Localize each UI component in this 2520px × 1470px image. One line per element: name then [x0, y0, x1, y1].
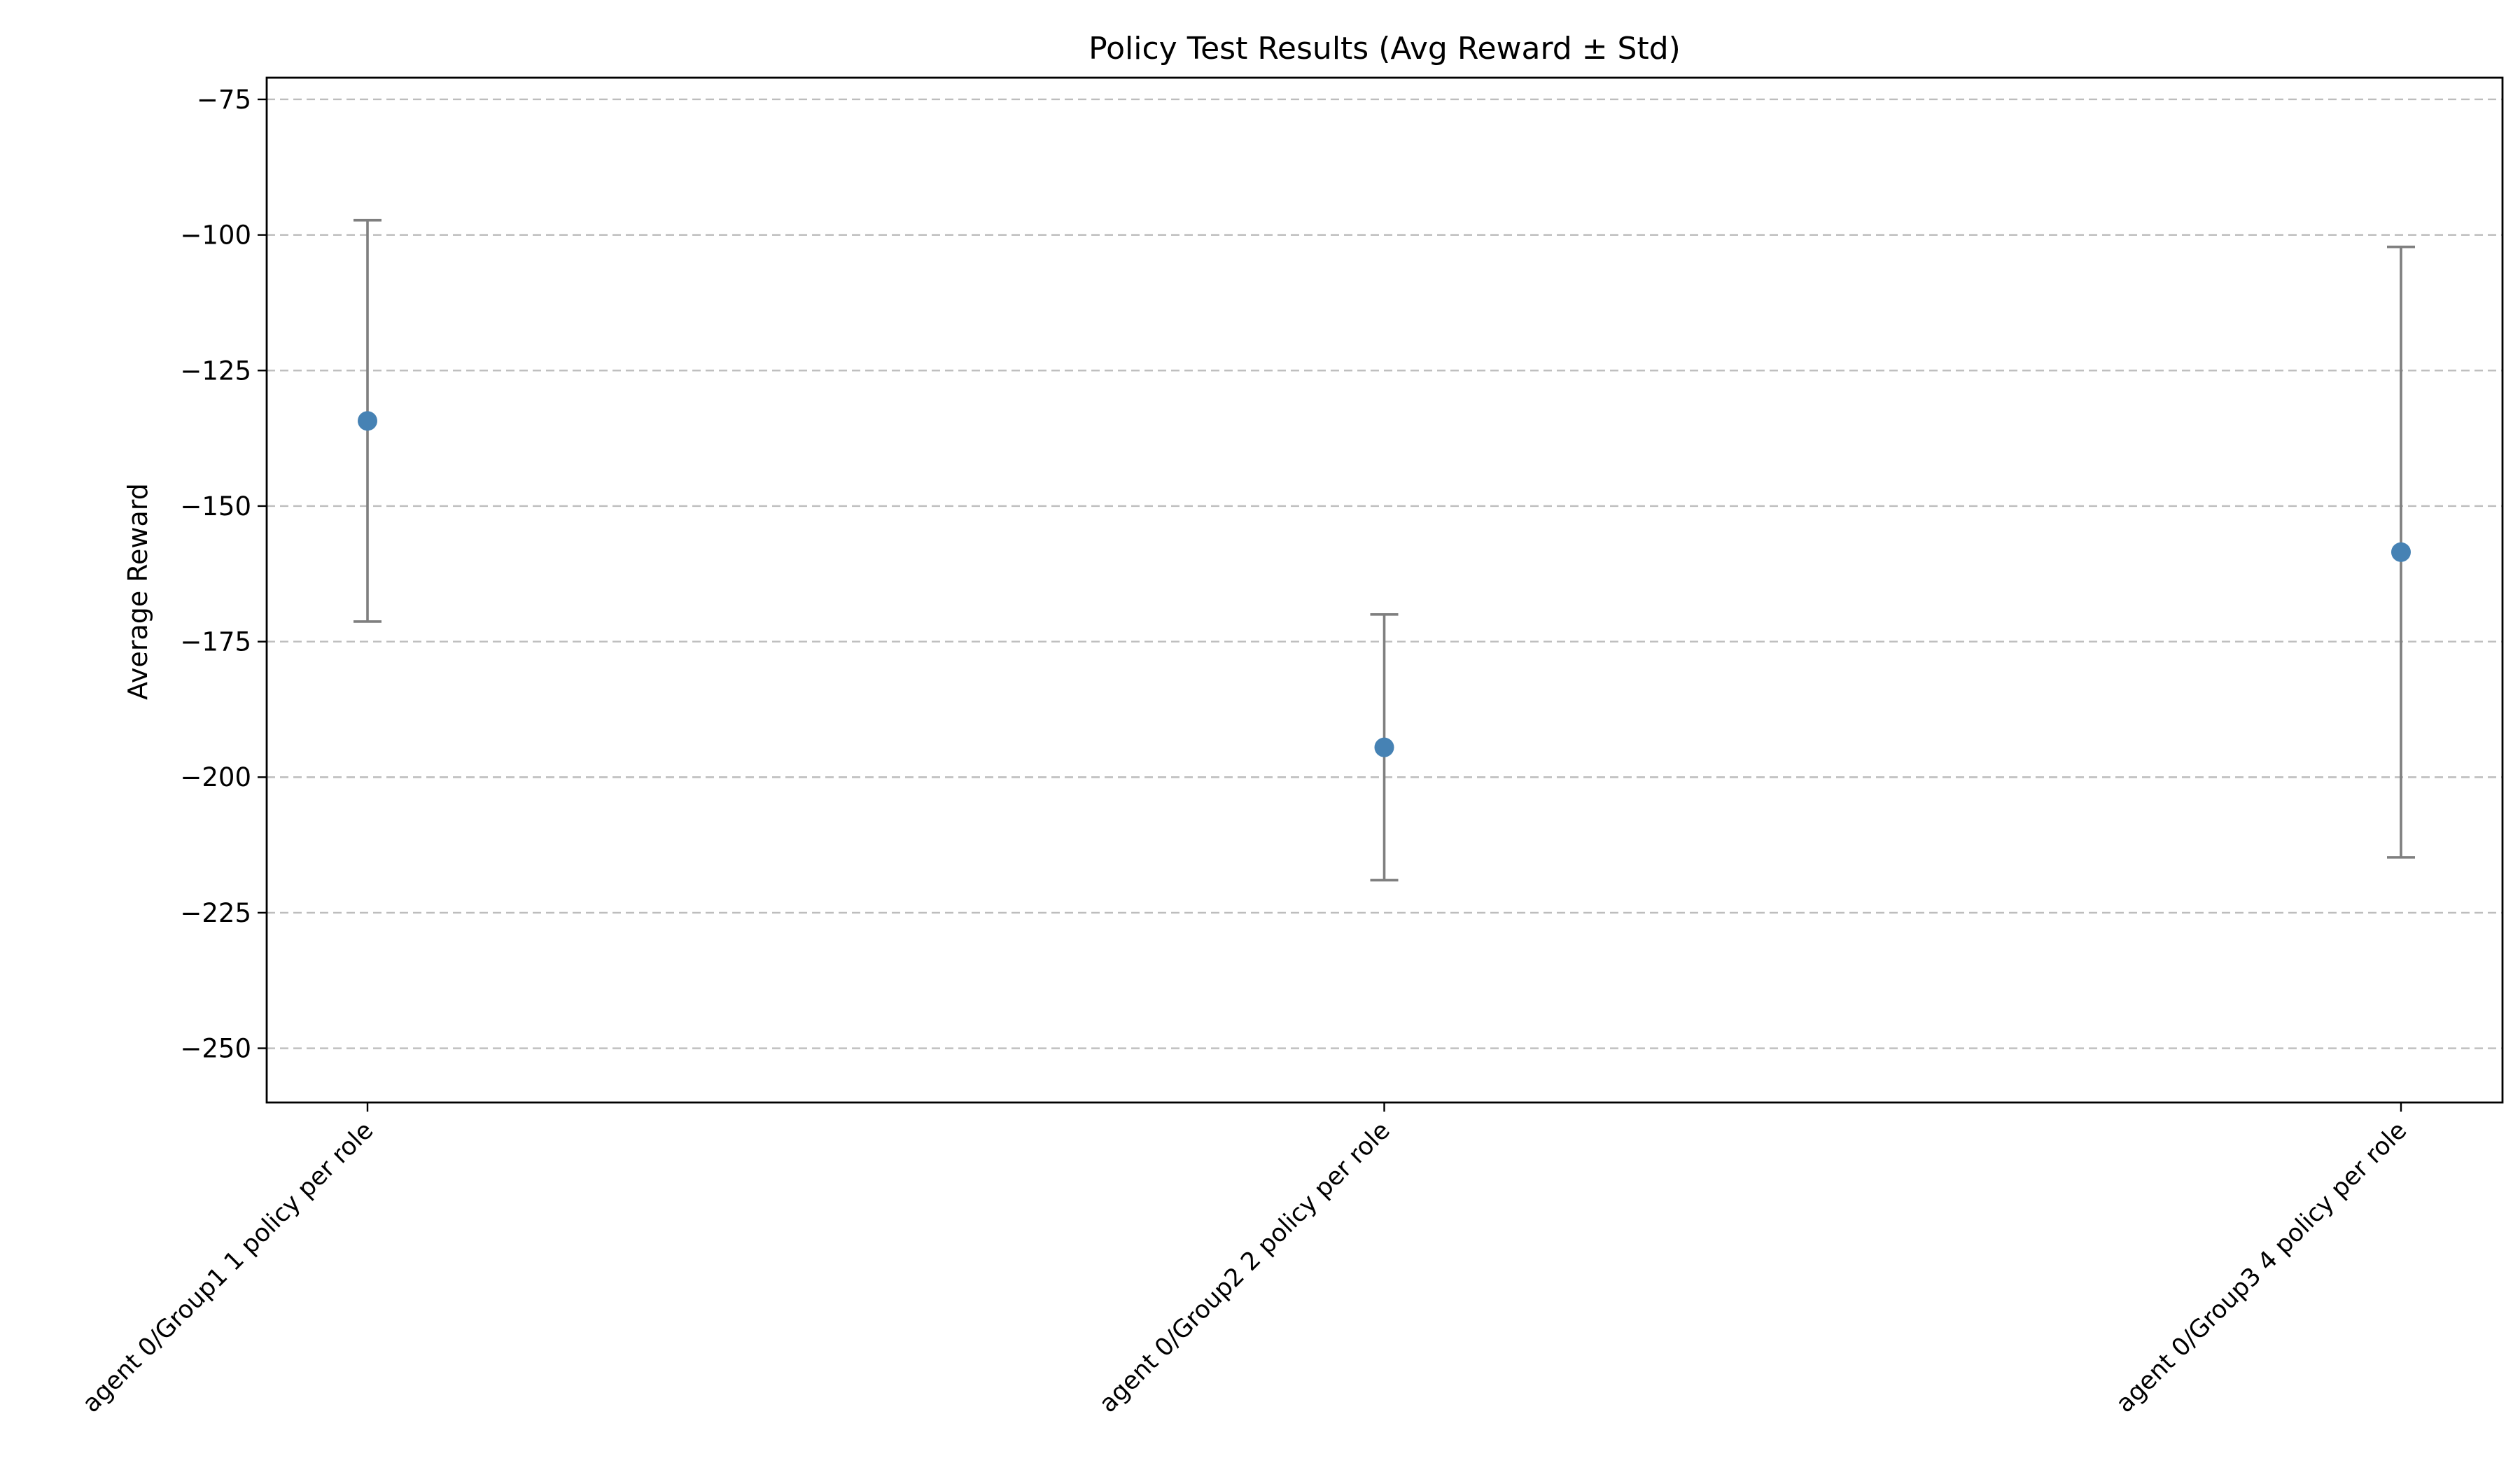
chart-title: Policy Test Results (Avg Reward ± Std)	[1088, 31, 1681, 66]
y-axis-label: Average Reward	[122, 483, 153, 700]
axes-frame	[265, 76, 2504, 1104]
y-tick-label: −200	[180, 762, 251, 792]
data-points	[358, 411, 2411, 757]
data-point	[358, 411, 377, 431]
y-tick-label: −75	[197, 85, 251, 115]
y-tick-label: −250	[180, 1034, 251, 1064]
y-tick-label: −100	[180, 220, 251, 251]
y-tick-label: −225	[180, 898, 251, 928]
x-tick-label: agent 0/Group1 1 policy per role	[77, 1116, 379, 1418]
error-bars	[354, 218, 2415, 882]
y-tick-label: −125	[180, 356, 251, 386]
gridlines	[267, 98, 2502, 1049]
x-axis-ticks: agent 0/Group1 1 policy per role agent 0/…	[77, 1102, 2412, 1418]
y-axis-ticks: −75 −100 −125 −150 −175 −200 −225 −250	[180, 85, 267, 1064]
data-point	[1374, 737, 1394, 757]
x-tick-label: agent 0/Group3 4 policy per role	[2110, 1116, 2412, 1418]
data-point	[2391, 542, 2411, 562]
y-tick-label: −175	[180, 627, 251, 657]
y-tick-label: −150	[180, 491, 251, 522]
x-tick-label: agent 0/Group2 2 policy per role	[1094, 1116, 1396, 1418]
